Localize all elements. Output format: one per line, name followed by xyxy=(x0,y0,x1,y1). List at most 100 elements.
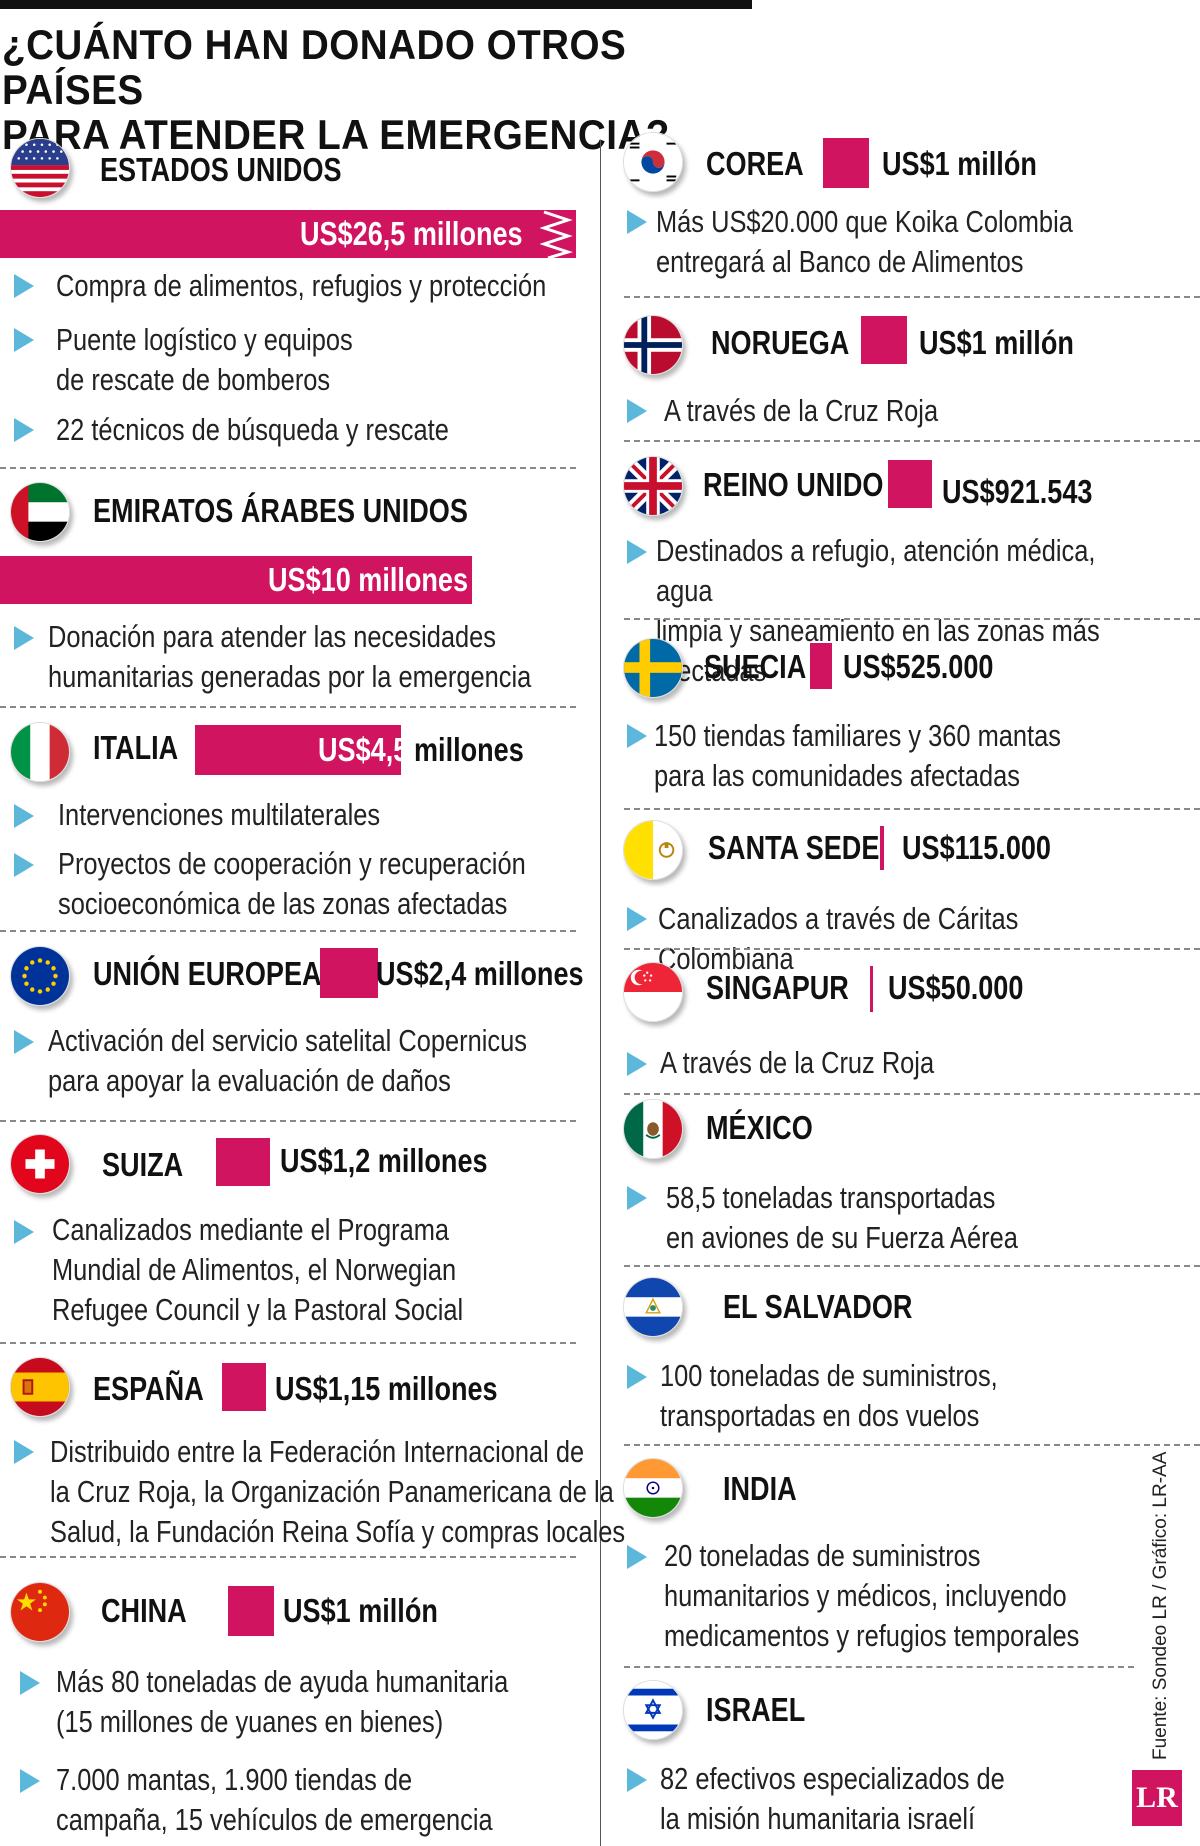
bullet-text: A través de la Cruz Roja xyxy=(664,393,939,428)
donation-amount: US$1,15 millones xyxy=(275,1370,498,1407)
bullet-icon xyxy=(14,328,34,352)
country-name: SUIZA xyxy=(102,1146,184,1183)
country-name: REINO UNIDO xyxy=(703,466,884,503)
bullet-icon xyxy=(14,1030,34,1054)
country-name: COREA xyxy=(706,145,804,182)
eu-flag-icon xyxy=(10,946,70,1006)
donation-amount: US$50.000 xyxy=(888,969,1024,1006)
donation-bar xyxy=(823,138,869,188)
donation-amount: US$525.000 xyxy=(843,648,994,685)
bullet-icon xyxy=(627,1186,647,1210)
divider xyxy=(624,1444,1200,1446)
divider xyxy=(0,1120,576,1122)
israel-flag-icon xyxy=(623,1680,683,1740)
bullet-icon xyxy=(627,540,647,564)
bullet-text: 20 toneladas de suministros humanitarios… xyxy=(664,1538,1080,1653)
lr-logo: LR xyxy=(1132,1770,1182,1826)
bullet-text: 22 técnicos de búsqueda y rescate xyxy=(56,412,449,447)
divider xyxy=(624,1265,1200,1267)
divider xyxy=(624,618,1200,620)
divider xyxy=(624,808,1200,810)
country-name: ISRAEL xyxy=(706,1691,806,1728)
country-name: SINGAPUR xyxy=(706,969,849,1006)
donation-unit: millones xyxy=(414,731,524,768)
country-name: SUECIA xyxy=(704,648,807,685)
bullet-icon xyxy=(14,418,34,442)
divider xyxy=(624,296,1200,298)
bullet-icon xyxy=(627,210,647,234)
country-name: EMIRATOS ÁRABES UNIDOS xyxy=(93,492,468,529)
bullet-text: 7.000 mantas, 1.900 tiendas de campaña, … xyxy=(56,1762,493,1837)
bullet-text: Puente logístico y equipos de rescate de… xyxy=(56,322,353,397)
bullet-text: Canalizados mediante el Programa Mundial… xyxy=(52,1212,464,1327)
bullet-icon xyxy=(627,1768,647,1792)
uk-flag-icon xyxy=(623,456,683,516)
bullet-text: Activación del servicio satelital Copern… xyxy=(48,1023,527,1098)
bullet-icon xyxy=(14,853,34,877)
bullet-icon xyxy=(14,1220,34,1244)
country-name: ESTADOS UNIDOS xyxy=(100,151,342,188)
donation-amount: US$1 millón xyxy=(283,1592,438,1629)
india-flag-icon xyxy=(623,1458,683,1518)
bullet-text: Donación para atender las necesidades hu… xyxy=(48,619,532,694)
donation-amount: US$2,4 millones xyxy=(376,955,584,992)
bullet-text: Más US$20.000 que Koika Colombia entrega… xyxy=(656,204,1073,279)
country-name: UNIÓN EUROPEA xyxy=(93,955,322,992)
bullet-text: Distribuido entre la Federación Internac… xyxy=(50,1434,626,1549)
divider xyxy=(624,1666,1134,1668)
divider xyxy=(0,467,576,469)
country-name: ITALIA xyxy=(93,729,179,766)
bullet-text: A través de la Cruz Roja xyxy=(660,1045,935,1080)
bullet-icon xyxy=(14,626,34,650)
korea-flag-icon xyxy=(623,132,683,192)
spain-flag-icon xyxy=(10,1357,70,1417)
bullet-text: Intervenciones multilaterales xyxy=(58,797,381,832)
divider xyxy=(624,1093,1200,1095)
bullet-text: 150 tiendas familiares y 360 mantas para… xyxy=(654,718,1061,793)
bullet-icon xyxy=(627,399,647,423)
bullet-text: 82 efectivos especializados de la misión… xyxy=(660,1761,1005,1836)
donation-bar xyxy=(216,1138,270,1186)
bullet-icon xyxy=(627,1052,647,1076)
switzerland-flag-icon xyxy=(10,1134,70,1194)
bullet-icon xyxy=(14,1440,34,1464)
bullet-text: Proyectos de cooperación y recuperación … xyxy=(58,846,526,921)
donation-bar xyxy=(228,1586,274,1636)
donation-bar xyxy=(0,210,576,258)
usa-flag-icon xyxy=(10,138,70,198)
singapore-flag-icon xyxy=(623,962,683,1022)
donation-bar xyxy=(222,1363,266,1411)
donation-bar xyxy=(0,556,472,604)
bullet-text: Compra de alimentos, refugios y protecci… xyxy=(56,268,547,303)
china-flag-icon xyxy=(10,1582,70,1642)
donation-bar xyxy=(810,643,832,689)
country-name: NORUEGA xyxy=(711,324,850,361)
country-name: INDIA xyxy=(723,1470,797,1507)
donation-amount: US$26,5 millones xyxy=(300,215,523,252)
sweden-flag-icon xyxy=(623,638,683,698)
bullet-text: 100 toneladas de suministros, transporta… xyxy=(660,1358,998,1433)
bullet-icon xyxy=(627,1545,647,1569)
donation-bar xyxy=(880,826,884,870)
page-title: ¿CUÁNTO HAN DONADO OTROS PAÍSES PARA ATE… xyxy=(2,21,670,158)
donation-amount: US$4,5 xyxy=(318,731,409,768)
donation-amount: US$1 millón xyxy=(919,324,1074,361)
country-name: SANTA SEDE xyxy=(708,829,880,866)
donation-bar xyxy=(861,316,907,364)
column-divider xyxy=(600,140,601,1846)
italy-flag-icon xyxy=(10,722,70,782)
el-salvador-flag-icon xyxy=(623,1277,683,1337)
donation-amount: US$1 millón xyxy=(882,145,1037,182)
bullet-icon xyxy=(14,804,34,828)
bullet-icon xyxy=(627,1365,647,1389)
break-icon xyxy=(540,210,573,258)
bullet-text: Canalizados a través de Cáritas Colombia… xyxy=(658,901,1019,976)
bullet-icon xyxy=(627,724,647,748)
divider xyxy=(0,1342,576,1344)
mexico-flag-icon xyxy=(623,1099,683,1159)
divider xyxy=(0,706,576,708)
uae-flag-icon xyxy=(10,482,70,542)
donation-amount: US$921.543 xyxy=(942,473,1093,510)
country-name: ESPAÑA xyxy=(93,1370,204,1407)
country-name: MÉXICO xyxy=(706,1109,813,1146)
